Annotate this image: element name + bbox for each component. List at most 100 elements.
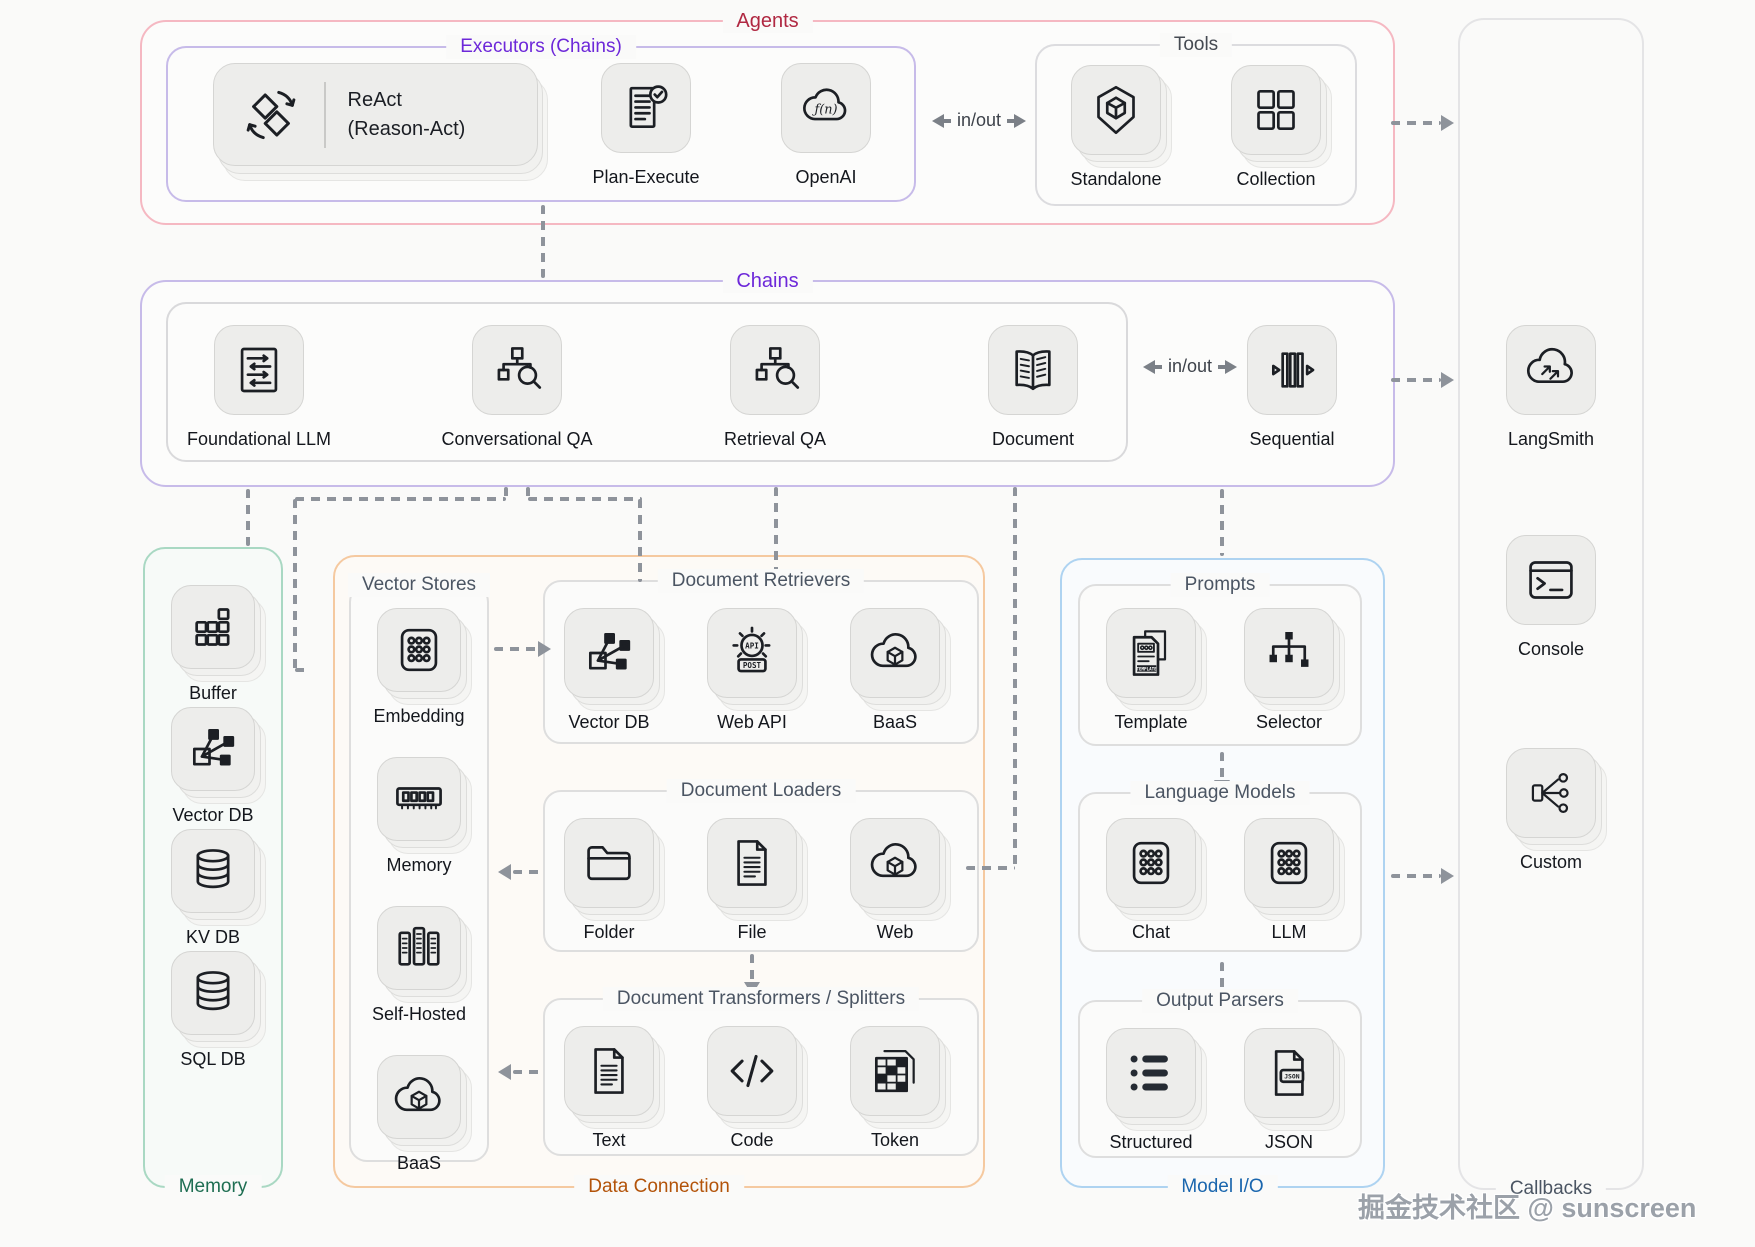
item-chat: Chat <box>1082 818 1220 942</box>
embedding-card <box>377 608 461 692</box>
item-document: Document <box>963 325 1103 449</box>
svg-text:TEMPLATE: TEMPLATE <box>1136 666 1157 671</box>
langsmith-card <box>1506 325 1596 415</box>
react-label: ReAct (Reason-Act) <box>347 88 466 140</box>
item-label: Custom <box>1519 852 1582 872</box>
item-console: Console <box>1481 535 1621 659</box>
arrowhead-icon <box>1441 372 1454 388</box>
vector-db-card <box>564 608 654 698</box>
item-foundational-llm: Foundational LLM <box>186 325 332 449</box>
console-card <box>1506 535 1596 625</box>
arrow-right-icon <box>1007 113 1027 128</box>
item-json: JSON JSON <box>1220 1028 1358 1152</box>
foundational-llm-card <box>214 325 304 415</box>
arrowhead-icon <box>498 864 511 880</box>
plan-execute-icon <box>618 80 674 136</box>
connector-lm-parsers <box>1220 962 1224 992</box>
item-embedding: Embedding <box>349 608 489 726</box>
retrieval-qa-card <box>730 325 820 415</box>
file-card <box>707 818 797 908</box>
standalone-card <box>1071 65 1161 155</box>
token-grid-icon <box>867 1043 923 1099</box>
item-label: Sequential <box>1249 429 1335 449</box>
item-label: Folder <box>583 922 635 942</box>
code-icon <box>724 1043 780 1099</box>
item-selector: Selector <box>1220 608 1358 732</box>
arrow-left-icon <box>1142 359 1162 374</box>
react-card: ReAct (Reason-Act) <box>213 63 538 166</box>
connector-convqa-left <box>295 497 506 501</box>
item-label: Code <box>730 1130 774 1150</box>
console-icon <box>1523 552 1579 608</box>
buffer-card <box>171 585 255 669</box>
item-label: Collection <box>1236 169 1316 189</box>
selector-card <box>1244 608 1334 698</box>
item-label: Console <box>1517 639 1585 659</box>
data-connection-section-label: Data Connection <box>574 1175 744 1199</box>
cloud-cube-icon <box>867 625 923 681</box>
item-label: Memory <box>386 855 452 875</box>
openai-card: ƒ(n) <box>781 63 871 153</box>
api-gear-icon: API POST <box>724 625 780 681</box>
document-retrievers-label: Document Retrievers <box>657 569 865 593</box>
kv-db-card <box>171 829 255 913</box>
item-label: Embedding <box>373 706 465 726</box>
inout-agents-tools: in/out <box>919 110 1039 131</box>
item-folder: Folder <box>539 818 679 942</box>
item-baas: BaaS <box>825 608 965 732</box>
item-vector-db: Vector DB <box>539 608 679 732</box>
item-label: LLM <box>1271 922 1307 942</box>
item-label: Selector <box>1255 712 1323 732</box>
branch-icon <box>1523 765 1579 821</box>
arrow-right-icon <box>1218 359 1238 374</box>
item-label: Chat <box>1131 922 1171 942</box>
baas-card <box>850 608 940 698</box>
react-cycle-icon <box>240 84 302 146</box>
folder-icon <box>581 835 637 891</box>
connector-agents-callbacks <box>1391 121 1441 125</box>
keypad-dots-icon <box>1123 835 1179 891</box>
keypad-dots-icon <box>391 622 447 678</box>
code-card <box>707 1026 797 1116</box>
document-transformers-label: Document Transformers / Splitters <box>602 987 920 1011</box>
item-label: Token <box>870 1130 920 1150</box>
tools-section-label: Tools <box>1159 33 1233 57</box>
watermark: 掘金技术社区 @ sunscreen <box>1358 1193 1697 1223</box>
vector-stores-items: Embedding Memory Self-Hosted BaaS <box>349 608 489 1173</box>
item-label: Vector DB <box>172 805 254 825</box>
connector-convqa-right <box>528 497 642 501</box>
item-label: Foundational LLM <box>186 429 332 449</box>
pipeline-icon <box>1264 342 1320 398</box>
item-collection: Collection <box>1206 65 1346 189</box>
json-file-icon: JSON <box>1261 1045 1317 1101</box>
item-label: KV DB <box>185 927 241 947</box>
svg-text:ƒ(n): ƒ(n) <box>811 102 837 117</box>
item-sql-db: SQL DB <box>143 951 283 1069</box>
document-retrievers-items: Vector DB API POST Web API BaaS <box>539 608 965 732</box>
collection-card <box>1231 65 1321 155</box>
item-plan-execute: Plan-Execute <box>576 63 716 187</box>
item-llm: LLM <box>1220 818 1358 942</box>
executor-items: Plan-Execute ƒ(n) OpenAI <box>576 63 896 187</box>
arrow-left-icon <box>931 113 951 128</box>
connector-loaders-stores <box>513 870 541 874</box>
grid-collection-icon <box>1248 82 1304 138</box>
prompts-label: Prompts <box>1170 573 1270 597</box>
database-icon <box>185 965 241 1021</box>
memory-section-label: Memory <box>164 1175 262 1199</box>
vector-stores-label: Vector Stores <box>347 573 491 597</box>
console-item-slot: Console <box>1481 535 1621 659</box>
item-text: Text <box>539 1026 679 1150</box>
tools-items: Standalone Collection <box>1046 65 1346 189</box>
connector-convqa-down2 <box>638 499 642 582</box>
structured-list-icon <box>1123 1045 1179 1101</box>
item-self-hosted: Self-Hosted <box>349 906 489 1024</box>
language-models-label: Language Models <box>1130 781 1310 805</box>
json-card: JSON <box>1244 1028 1334 1118</box>
chains-section-label: Chains <box>722 269 813 293</box>
connector-loaders-transformers <box>750 954 754 984</box>
item-label: Plan-Execute <box>592 167 700 187</box>
connector-chains-callbacks <box>1391 378 1441 382</box>
cloud-cube-icon <box>867 835 923 891</box>
